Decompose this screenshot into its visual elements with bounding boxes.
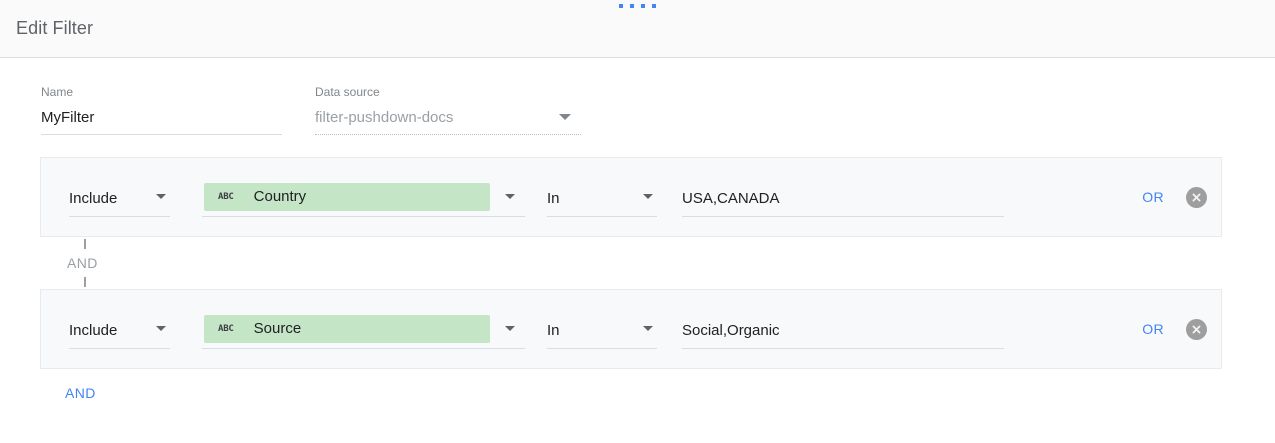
field-chip: ABC Source (204, 315, 490, 343)
top-fields: Name MyFilter Data source filter-pushdow… (0, 58, 1275, 135)
include-select-value: Include (69, 190, 118, 207)
close-icon (1192, 325, 1201, 333)
chevron-down-icon (505, 186, 515, 204)
chevron-down-icon (643, 186, 653, 204)
include-select-underline (69, 348, 170, 349)
chevron-down-icon (643, 318, 653, 336)
drag-handle[interactable] (0, 4, 1275, 8)
filter-clause-row: Include ABC Source In Social,Organic (40, 289, 1222, 369)
include-select-underline (69, 216, 170, 217)
value-input-underline (682, 348, 1004, 349)
include-select[interactable]: Include (69, 177, 170, 217)
connector-tick-top (84, 239, 86, 249)
name-input-underline (41, 134, 282, 135)
page-title: Edit Filter (16, 18, 94, 38)
value-input-value: Social,Organic (682, 322, 780, 339)
filter-clause-row: Include ABC Country In USA,CANADA (40, 157, 1222, 237)
drag-dots-icon-dot-1 (619, 4, 623, 8)
name-field-group: Name MyFilter (41, 85, 282, 135)
name-field-label: Name (41, 85, 74, 99)
remove-clause-button[interactable] (1186, 186, 1207, 208)
field-name-label: Source (253, 320, 302, 337)
operator-select-value: In (547, 322, 560, 339)
field-select[interactable]: ABC Country (202, 177, 525, 217)
value-input[interactable]: USA,CANADA (682, 177, 1004, 217)
name-input-value: MyFilter (41, 109, 95, 126)
field-chip: ABC Country (204, 183, 490, 211)
connector-tick-bottom (84, 277, 86, 287)
chevron-down-icon (505, 318, 515, 336)
operator-select-underline (547, 216, 657, 217)
drag-dots-icon-dot-4 (652, 4, 656, 8)
field-type-badge-icon: ABC (218, 324, 234, 334)
field-type-badge-icon: ABC (218, 192, 234, 202)
panel-body: Name MyFilter Data source filter-pushdow… (0, 58, 1275, 403)
chevron-down-icon (156, 318, 166, 336)
chevron-down-icon (156, 186, 166, 204)
operator-select[interactable]: In (547, 309, 657, 349)
value-input-value: USA,CANADA (682, 190, 780, 207)
data-source-underline (315, 134, 581, 135)
drag-dots-icon-dot-2 (630, 4, 634, 8)
field-select-underline (202, 216, 525, 217)
operator-select-value: In (547, 190, 560, 207)
field-select-underline (202, 348, 525, 349)
value-input[interactable]: Social,Organic (682, 309, 1004, 349)
data-source-field-group: Data source filter-pushdown-docs (315, 85, 581, 135)
add-or-condition-button[interactable]: OR (1142, 189, 1164, 205)
remove-clause-button[interactable] (1186, 318, 1207, 340)
chevron-down-icon (559, 107, 571, 125)
filter-clause-list: Include ABC Country In USA,CANADA (0, 157, 1275, 403)
data-source-value: filter-pushdown-docs (315, 109, 454, 126)
data-source-label: Data source (315, 85, 380, 99)
operator-select-underline (547, 348, 657, 349)
include-select-value: Include (69, 322, 118, 339)
field-name-label: Country (253, 188, 307, 205)
data-source-select[interactable]: filter-pushdown-docs (315, 108, 581, 135)
operator-select[interactable]: In (547, 177, 657, 217)
add-and-condition-button[interactable]: AND (65, 385, 96, 401)
clause-connector-and: AND (40, 237, 1275, 289)
connector-and-label: AND (65, 255, 100, 271)
drag-dots-icon-dot-3 (641, 4, 645, 8)
panel-header: Edit Filter (0, 0, 1275, 58)
add-or-condition-button[interactable]: OR (1142, 321, 1164, 337)
field-select[interactable]: ABC Source (202, 309, 525, 349)
include-select[interactable]: Include (69, 309, 170, 349)
name-input[interactable]: MyFilter (41, 108, 282, 135)
close-icon (1192, 193, 1201, 201)
value-input-underline (682, 216, 1004, 217)
